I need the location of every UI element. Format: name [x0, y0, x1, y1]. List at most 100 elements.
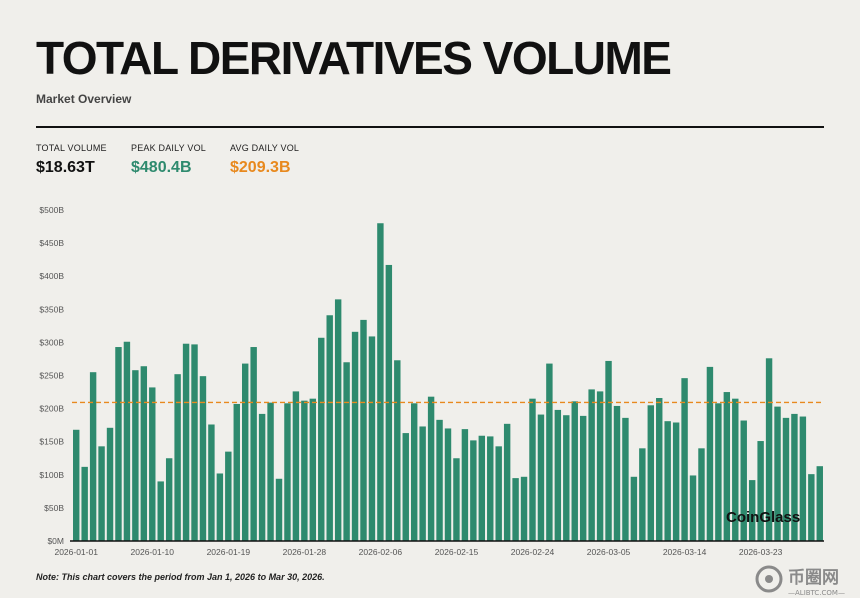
bar: [639, 448, 646, 541]
coinglass-logo-text: CoinGlass: [726, 509, 800, 526]
bar: [681, 378, 688, 541]
bar: [622, 417, 629, 541]
bar: [174, 374, 181, 541]
bar: [115, 347, 122, 541]
stat-peak-label: PEAK DAILY VOL: [131, 143, 207, 153]
page-title: TOTAL DERIVATIVES VOLUME: [36, 32, 672, 84]
bar: [157, 481, 164, 541]
y-tick-label: $100B: [39, 470, 64, 480]
bar: [410, 403, 418, 541]
bar: [478, 435, 486, 541]
bar: [292, 391, 300, 541]
stat-peak-value: $480.4B: [131, 159, 192, 176]
bar: [537, 414, 545, 541]
x-tick-label: 2026-02-06: [359, 547, 403, 557]
bar: [630, 476, 638, 541]
bar-series: [73, 223, 823, 542]
y-tick-label: $0M: [47, 536, 64, 546]
y-tick-label: $200B: [39, 404, 64, 414]
stat-avg-value: $209.3B: [230, 159, 291, 176]
bar: [698, 448, 705, 541]
watermark-text: 币圈网: [788, 568, 839, 588]
bar: [377, 223, 384, 542]
x-tick-label: 2026-03-14: [663, 547, 707, 557]
y-tick-label: $400B: [39, 271, 64, 281]
bar: [216, 473, 224, 541]
bar: [73, 429, 80, 541]
x-tick-label: 2026-03-05: [587, 547, 631, 557]
page-subtitle: Market Overview: [36, 92, 132, 106]
bar: [706, 366, 714, 541]
bar: [360, 319, 367, 541]
bar: [191, 344, 198, 541]
bar: [149, 387, 156, 541]
stat-total-value: $18.63T: [36, 159, 95, 176]
bar: [613, 405, 621, 541]
bar: [808, 474, 815, 541]
x-tick-label: 2026-03-23: [739, 547, 783, 557]
bar: [318, 337, 325, 541]
bar: [402, 433, 409, 541]
bar: [419, 426, 426, 541]
bar: [579, 415, 587, 541]
y-tick-label: $150B: [39, 437, 64, 447]
bar: [89, 372, 97, 541]
bar: [605, 360, 612, 541]
bar: [81, 466, 88, 541]
bar: [309, 398, 317, 541]
bar: [343, 362, 350, 541]
bar: [546, 363, 553, 541]
bar: [453, 458, 460, 541]
bar: [774, 406, 781, 541]
bar: [351, 331, 359, 541]
bar: [571, 401, 578, 541]
bar: [275, 478, 283, 541]
x-tick-label: 2026-01-01: [54, 547, 98, 557]
bar: [165, 458, 173, 541]
x-tick-label: 2026-01-10: [131, 547, 175, 557]
bar: [334, 299, 342, 541]
bar: [732, 398, 739, 541]
stat-avg-daily-vol: AVG DAILY VOL $209.3B: [230, 143, 299, 177]
stat-total-volume: TOTAL VOLUME $18.63T: [36, 143, 107, 177]
bar: [512, 478, 519, 541]
bar: [225, 451, 232, 541]
bar: [672, 422, 680, 541]
bar: [106, 427, 114, 541]
y-tick-label: $500B: [39, 205, 64, 215]
y-tick-label: $350B: [39, 304, 64, 314]
stat-peak-daily-vol: PEAK DAILY VOL $480.4B: [131, 143, 206, 177]
y-tick-label: $250B: [39, 371, 64, 381]
bar: [132, 370, 139, 541]
bar: [757, 441, 764, 541]
bar: [791, 413, 798, 541]
bar: [140, 366, 148, 541]
watermark: 币圈网 —ALIBTC.COM—: [755, 565, 845, 597]
bar: [487, 436, 494, 541]
bar: [520, 476, 528, 541]
bar: [664, 421, 671, 541]
bar: [529, 398, 536, 541]
y-axis-ticks: $0M $50B $100B $150B $200B $250B $300B $350B $40…: [39, 205, 64, 546]
bar: [503, 423, 511, 541]
bar: [748, 480, 756, 541]
bar: [427, 396, 435, 541]
y-tick-label: $50B: [44, 503, 64, 513]
bar: [723, 392, 731, 541]
bar: [765, 358, 773, 541]
bar: [98, 446, 105, 541]
bar: [436, 419, 443, 541]
bar: [816, 466, 823, 541]
bar: [242, 363, 249, 541]
bar: [258, 413, 266, 541]
bar: [182, 343, 190, 541]
bar: [563, 415, 570, 541]
header-divider: [36, 126, 824, 128]
bar: [799, 416, 807, 541]
bar: [554, 409, 562, 541]
bar: [368, 336, 376, 541]
watermark-subtext: —ALIBTC.COM—: [788, 589, 845, 597]
bar: [715, 403, 722, 541]
bar: [596, 391, 604, 541]
bar: [326, 315, 333, 541]
